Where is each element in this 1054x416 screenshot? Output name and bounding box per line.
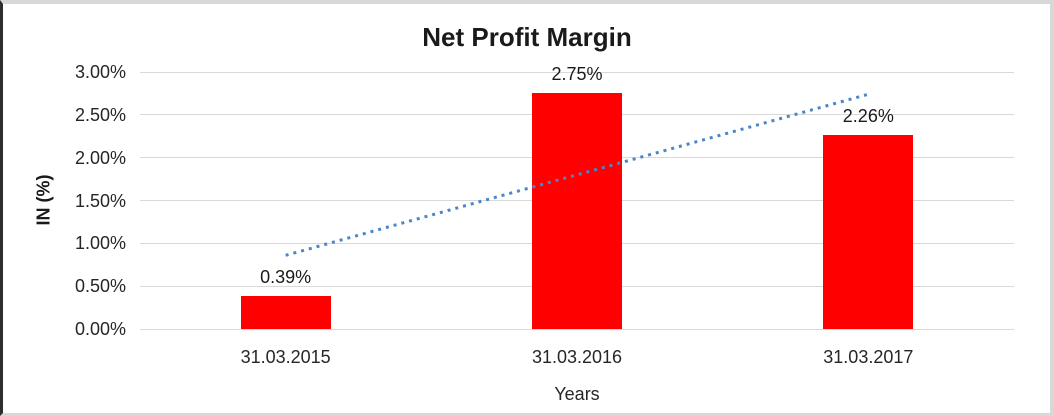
category-label: 31.03.2017 <box>823 347 914 367</box>
data-label: 2.26% <box>842 106 894 127</box>
y-tick-label: 0.50% <box>74 276 126 297</box>
data-label: 2.75% <box>551 64 603 85</box>
x-axis-title: Years <box>554 384 600 404</box>
y-tick-label: 2.50% <box>74 104 126 125</box>
category-label: 31.03.2015 <box>240 347 331 367</box>
bar <box>240 295 331 329</box>
y-tick-label: 0.00% <box>74 319 126 339</box>
gridline <box>140 71 1014 73</box>
gridline <box>140 328 1014 330</box>
bar <box>823 135 914 329</box>
y-tick-label: 1.50% <box>74 190 126 211</box>
data-label: 0.39% <box>260 266 312 287</box>
y-tick-label: 2.00% <box>74 147 126 168</box>
category-label: 31.03.2016 <box>531 347 623 367</box>
chart-title: Net Profit Margin <box>422 22 632 52</box>
y-tick-label: 1.00% <box>74 233 126 254</box>
bar <box>532 93 622 329</box>
y-tick-label: 3.00% <box>74 62 126 82</box>
